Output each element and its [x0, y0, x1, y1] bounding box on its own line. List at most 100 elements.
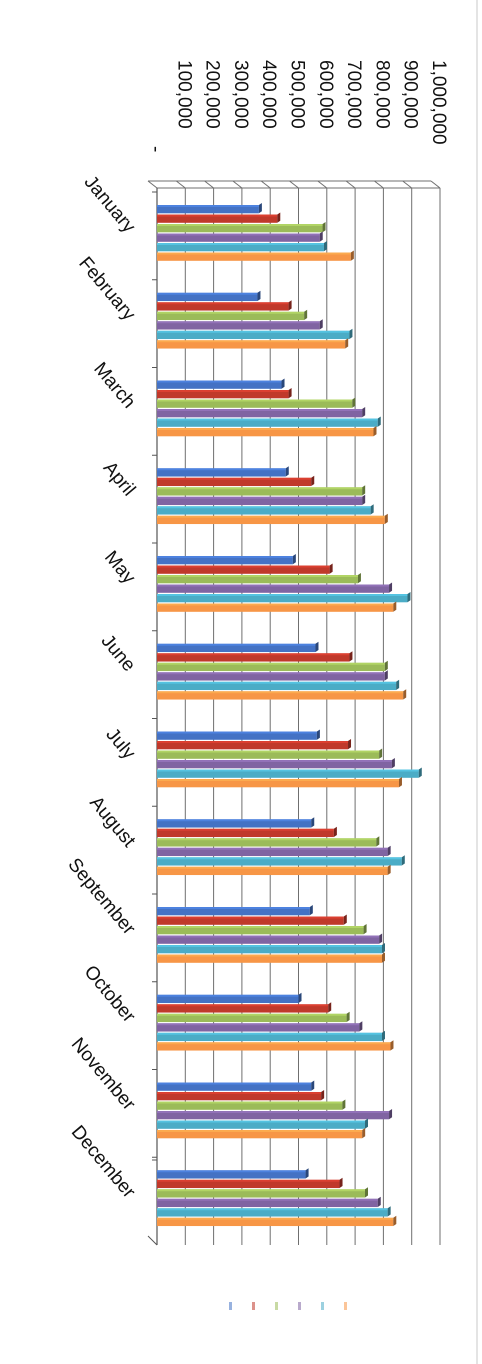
bar: [157, 1032, 382, 1042]
bar-highlight: [157, 330, 350, 333]
value-tick-label: -: [145, 146, 166, 152]
gridline-floor: [260, 180, 271, 189]
bar-highlight: [157, 857, 402, 860]
bar-highlight: [157, 1217, 394, 1220]
bar: [157, 1023, 360, 1032]
bar: [157, 302, 289, 311]
bar: [157, 311, 305, 321]
bar-end-cap: [362, 1128, 366, 1139]
bar: [157, 428, 374, 437]
bar-end-cap: [315, 641, 319, 653]
bar: [157, 477, 312, 487]
gridline-floor: [147, 180, 158, 189]
bar-highlight: [157, 1170, 306, 1173]
bar-end-cap: [349, 328, 353, 340]
bar: [157, 1101, 343, 1110]
bar-highlight: [157, 252, 351, 255]
bar-end-cap: [381, 943, 385, 954]
bar-highlight: [157, 731, 317, 734]
value-tick-label: 500,000: [287, 60, 308, 129]
bar-end-cap: [370, 504, 374, 515]
bar: [157, 487, 363, 496]
category-label: June: [97, 631, 140, 676]
bar-highlight: [157, 302, 289, 305]
bar: [157, 954, 382, 963]
bar: [157, 1120, 366, 1129]
value-tick-label: 300,000: [230, 60, 251, 129]
bar-end-cap: [379, 933, 383, 944]
bar-highlight: [157, 214, 278, 217]
bar-end-cap: [311, 475, 315, 487]
bar: [157, 418, 378, 427]
category-label: January: [80, 172, 140, 238]
bar-highlight: [157, 487, 363, 490]
bar: [157, 691, 404, 700]
bar-end-cap: [319, 231, 323, 242]
bar-end-cap: [304, 309, 308, 321]
bar: [157, 594, 408, 603]
bar-highlight: [157, 575, 358, 577]
bar: [157, 556, 293, 565]
bar-end-cap: [288, 388, 292, 399]
bar-highlight: [157, 945, 382, 947]
bar-end-cap: [319, 319, 323, 330]
gridline-floor: [317, 180, 328, 189]
bar-highlight: [157, 643, 316, 646]
bar-end-cap: [381, 952, 385, 963]
bar: [157, 1208, 388, 1217]
bar-highlight: [157, 243, 324, 245]
bar-end-cap: [381, 1030, 385, 1042]
bar-end-cap: [362, 485, 366, 496]
bar-end-cap: [398, 777, 402, 788]
bar: [157, 380, 282, 389]
bar-highlight: [157, 760, 392, 762]
bar-end-cap: [365, 1187, 369, 1198]
bar: [157, 760, 392, 769]
bar-highlight: [157, 1042, 391, 1045]
legend-swatch: [344, 1302, 347, 1310]
bar: [157, 866, 388, 876]
bar: [157, 916, 344, 925]
bar-highlight: [157, 828, 334, 831]
bar-end-cap: [257, 290, 261, 302]
bar-end-cap: [357, 573, 361, 584]
bar-end-cap: [298, 992, 302, 1004]
category-label: August: [85, 793, 140, 852]
bar-highlight: [157, 691, 404, 694]
bar-end-cap: [305, 1168, 309, 1179]
bar: [157, 926, 364, 935]
bar-end-cap: [311, 1080, 315, 1091]
bar-highlight: [157, 409, 363, 411]
value-tick-label: 1,000,000: [428, 60, 449, 145]
bar: [157, 731, 317, 740]
bar: [157, 243, 324, 252]
bar: [157, 390, 289, 399]
bar-end-cap: [323, 241, 327, 252]
bar-end-cap: [277, 212, 281, 223]
bar-end-cap: [393, 601, 397, 612]
bar-end-cap: [389, 1109, 393, 1120]
bar-end-cap: [373, 426, 377, 437]
value-tick-label: 400,000: [258, 60, 279, 129]
bar-highlight: [157, 1082, 312, 1085]
bar-highlight: [157, 565, 330, 568]
bar-highlight: [157, 496, 363, 499]
category-label: December: [67, 1122, 140, 1203]
bar-end-cap: [391, 758, 395, 769]
bar-highlight: [157, 741, 349, 743]
category-label: September: [63, 854, 139, 939]
bar-end-cap: [258, 203, 262, 214]
bar: [157, 828, 334, 838]
gridline-floor: [204, 180, 214, 189]
bar: [157, 643, 316, 653]
gridline-floor: [289, 180, 299, 189]
bar-highlight: [157, 838, 377, 841]
bar-highlight: [157, 418, 378, 421]
bar: [157, 662, 385, 672]
bar-highlight: [157, 662, 385, 665]
bar: [157, 1013, 347, 1023]
bar: [157, 1198, 378, 1208]
bar-highlight: [157, 1111, 390, 1113]
bar: [157, 994, 299, 1004]
bar: [157, 399, 353, 408]
